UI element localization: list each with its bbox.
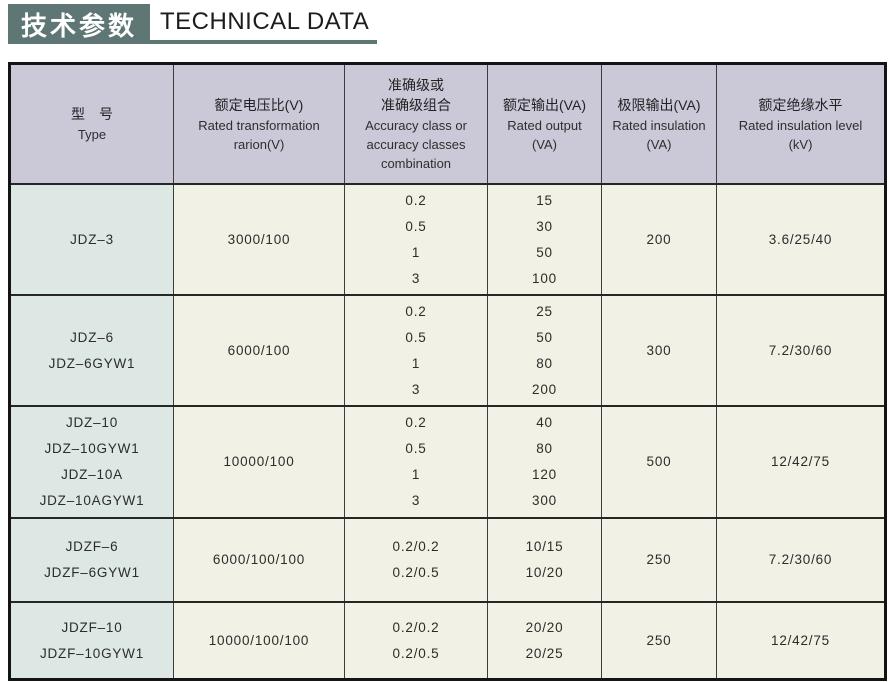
- limit-output-cell: 250: [601, 601, 717, 680]
- page-title-chinese-text: 技术参数: [21, 10, 138, 41]
- page-header: 技术参数 TECHNICAL DATA: [8, 4, 884, 44]
- col-header-accuracy-en: Accuracy class or accuracy classes combi…: [365, 118, 467, 171]
- col-header-output: 额定输出(VA) Rated output (VA): [487, 63, 602, 185]
- ratio-cell: 10000/100/100: [173, 601, 345, 680]
- limit-output-cell: 300: [601, 294, 717, 407]
- technical-data-table: 型 号 Type 额定电压比(V) Rated transformation r…: [8, 62, 887, 681]
- accuracy-cell: 0.2/0.2 0.2/0.5: [344, 517, 488, 603]
- ratio-cell: 3000/100: [173, 183, 345, 296]
- output-cell: 15 30 50 100: [487, 183, 602, 296]
- col-header-type: 型 号 Type: [9, 63, 174, 185]
- accuracy-cell: 0.2 0.5 1 3: [344, 405, 488, 519]
- col-header-limit-output-cn: 极限输出(VA): [617, 96, 701, 113]
- accuracy-cell: 0.2/0.2 0.2/0.5: [344, 601, 488, 680]
- insulation-level-cell: 3.6/25/40: [716, 183, 886, 296]
- table-row: JDZ–10 JDZ–10GYW1 JDZ–10A JDZ–10AGYW1 10…: [9, 405, 886, 519]
- col-header-insulation-level: 额定绝缘水平 Rated insulation level (kV): [716, 63, 886, 185]
- col-header-type-en: Type: [77, 127, 107, 142]
- type-cell: JDZ–10 JDZ–10GYW1 JDZ–10A JDZ–10AGYW1: [9, 405, 174, 519]
- col-header-ratio-en: Rated transformation rarion(V): [198, 117, 320, 152]
- table-row: JDZF–10 JDZF–10GYW1 10000/100/100 0.2/0.…: [9, 601, 886, 680]
- table-header-row: 型 号 Type 额定电压比(V) Rated transformation r…: [9, 63, 886, 185]
- accuracy-cell: 0.2 0.5 1 3: [344, 183, 488, 296]
- col-header-insulation-level-en: Rated insulation level (kV): [738, 117, 863, 152]
- insulation-level-cell: 7.2/30/60: [716, 294, 886, 407]
- type-cell: JDZF–10 JDZF–10GYW1: [9, 601, 174, 680]
- page-title-english: TECHNICAL DATA: [150, 4, 378, 44]
- col-header-insulation-level-cn: 额定绝缘水平: [758, 96, 843, 113]
- table-row: JDZ–6 JDZ–6GYW1 6000/100 0.2 0.5 1 3 25 …: [9, 294, 886, 407]
- limit-output-cell: 500: [601, 405, 717, 519]
- col-header-accuracy-cn: 准确级或 准确级组合: [381, 77, 451, 113]
- ratio-cell: 6000/100: [173, 294, 345, 407]
- output-cell: 25 50 80 200: [487, 294, 602, 407]
- table-row: JDZ–3 3000/100 0.2 0.5 1 3 15 30 50 100 …: [9, 183, 886, 296]
- limit-output-cell: 250: [601, 517, 717, 603]
- col-header-type-cn: 型 号: [71, 106, 113, 122]
- ratio-cell: 10000/100: [173, 405, 345, 519]
- limit-output-cell: 200: [601, 183, 717, 296]
- type-cell: JDZF–6 JDZF–6GYW1: [9, 517, 174, 603]
- insulation-level-cell: 12/42/75: [716, 601, 886, 680]
- col-header-limit-output-en: Rated insulation (VA): [612, 117, 706, 152]
- type-cell: JDZ–6 JDZ–6GYW1: [9, 294, 174, 407]
- insulation-level-cell: 12/42/75: [716, 405, 886, 519]
- col-header-output-cn: 额定输出(VA): [503, 96, 586, 113]
- insulation-level-cell: 7.2/30/60: [716, 517, 886, 603]
- ratio-cell: 6000/100/100: [173, 517, 345, 603]
- type-cell: JDZ–3: [9, 183, 174, 296]
- col-header-limit-output: 极限输出(VA) Rated insulation (VA): [601, 63, 717, 185]
- page-title-chinese: 技术参数: [8, 4, 151, 44]
- col-header-ratio: 额定电压比(V) Rated transformation rarion(V): [173, 63, 345, 185]
- output-cell: 10/15 10/20: [487, 517, 602, 603]
- table-row: JDZF–6 JDZF–6GYW1 6000/100/100 0.2/0.2 0…: [9, 517, 886, 603]
- output-cell: 40 80 120 300: [487, 405, 602, 519]
- col-header-output-en: Rated output (VA): [507, 117, 582, 152]
- output-cell: 20/20 20/25: [487, 601, 602, 680]
- col-header-accuracy: 准确级或 准确级组合 Accuracy class or accuracy cl…: [344, 63, 488, 185]
- accuracy-cell: 0.2 0.5 1 3: [344, 294, 488, 407]
- col-header-ratio-cn: 额定电压比(V): [214, 96, 304, 113]
